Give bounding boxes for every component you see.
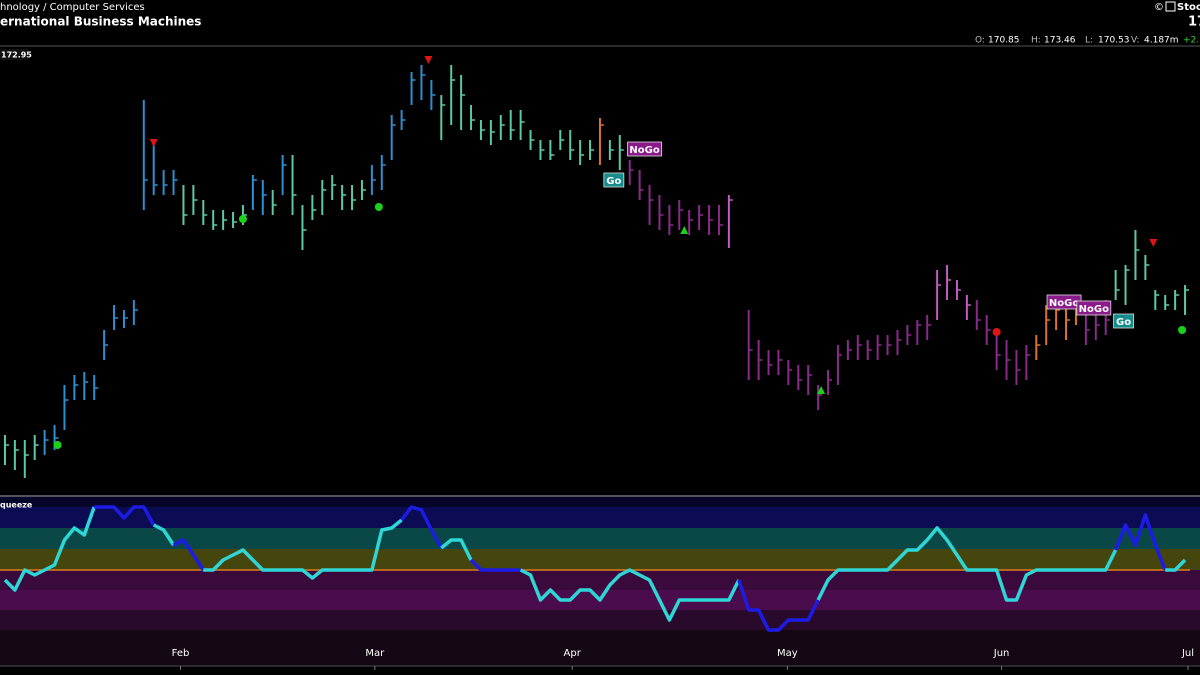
signal-up bbox=[817, 386, 826, 394]
copyright: © bbox=[1154, 2, 1164, 13]
brand: Stock bbox=[1177, 2, 1200, 13]
x-tick-label: Jun bbox=[993, 648, 1010, 659]
x-tick-label: Mar bbox=[365, 648, 385, 659]
signal-down bbox=[149, 139, 158, 147]
oscillator-line bbox=[816, 526, 1118, 602]
signal-dot bbox=[238, 215, 247, 223]
ohlc-value: 173.46 bbox=[1044, 36, 1076, 46]
oscillator-line bbox=[3, 506, 96, 592]
oscillator-line bbox=[172, 538, 205, 571]
ohlc-key: L: bbox=[1085, 36, 1093, 46]
x-tick-label: May bbox=[777, 648, 798, 659]
price: 17 bbox=[1188, 15, 1200, 30]
oscillator-line bbox=[1113, 513, 1167, 571]
indicator-bands bbox=[0, 497, 1200, 665]
brand-icon bbox=[1165, 1, 1176, 12]
ohlc-value: 170.53 bbox=[1098, 36, 1130, 46]
signal-up bbox=[680, 226, 689, 234]
signal-dot bbox=[1178, 326, 1187, 334]
annotation-box bbox=[1113, 313, 1134, 329]
ohlc-value: 4.187m bbox=[1144, 36, 1179, 46]
band bbox=[0, 630, 1200, 665]
annotation-box bbox=[627, 141, 662, 157]
x-tick-label: Feb bbox=[172, 648, 190, 659]
x-tick-label: Jul bbox=[1181, 648, 1194, 659]
oscillator-line bbox=[737, 579, 820, 632]
oscillator-line bbox=[519, 568, 741, 622]
ohlc-key: V: bbox=[1131, 36, 1139, 46]
signal-dot bbox=[992, 328, 1001, 336]
signal-dot bbox=[53, 441, 62, 449]
ohlc-row: O: 170.85 H: 173.46 L: 170.53 V: 4.187m bbox=[975, 36, 1179, 46]
annotation-box bbox=[1076, 300, 1112, 316]
oscillator-line bbox=[94, 505, 156, 526]
sector: hnology / Computer Services bbox=[0, 2, 145, 13]
oscillator-line bbox=[152, 523, 175, 546]
oscillator-line bbox=[203, 518, 403, 580]
oscillator-line bbox=[469, 558, 521, 572]
annotation-label: NoGo bbox=[629, 145, 659, 156]
price-label-box bbox=[0, 49, 28, 60]
annotation-label: NoGo bbox=[1049, 298, 1079, 309]
annotation-label: Go bbox=[1116, 317, 1131, 328]
change: +2.1 bbox=[1183, 36, 1200, 46]
annotation-label: NoGo bbox=[1079, 304, 1109, 315]
band bbox=[0, 549, 1200, 570]
oscillator-line bbox=[440, 538, 473, 561]
indicator-title: queeze bbox=[0, 501, 33, 510]
signal-down bbox=[424, 56, 433, 64]
signal-dot bbox=[374, 203, 383, 211]
ohlc-key: H: bbox=[1031, 36, 1041, 46]
annotation-label: Go bbox=[606, 176, 621, 187]
signal-down bbox=[1149, 239, 1158, 247]
band bbox=[0, 570, 1200, 590]
annotation-box bbox=[603, 172, 625, 188]
price-label: 172.95 bbox=[1, 51, 32, 60]
company-name: ernational Business Machines bbox=[0, 15, 201, 29]
x-tick-label: Apr bbox=[564, 648, 582, 659]
band bbox=[0, 507, 1200, 528]
band bbox=[0, 610, 1200, 630]
band bbox=[0, 528, 1200, 549]
ohlc-value: 170.85 bbox=[988, 36, 1020, 46]
oscillator-line bbox=[1165, 558, 1187, 572]
ohlc-key: O: bbox=[975, 36, 985, 46]
band bbox=[0, 497, 1200, 507]
oscillator-line bbox=[400, 505, 443, 549]
